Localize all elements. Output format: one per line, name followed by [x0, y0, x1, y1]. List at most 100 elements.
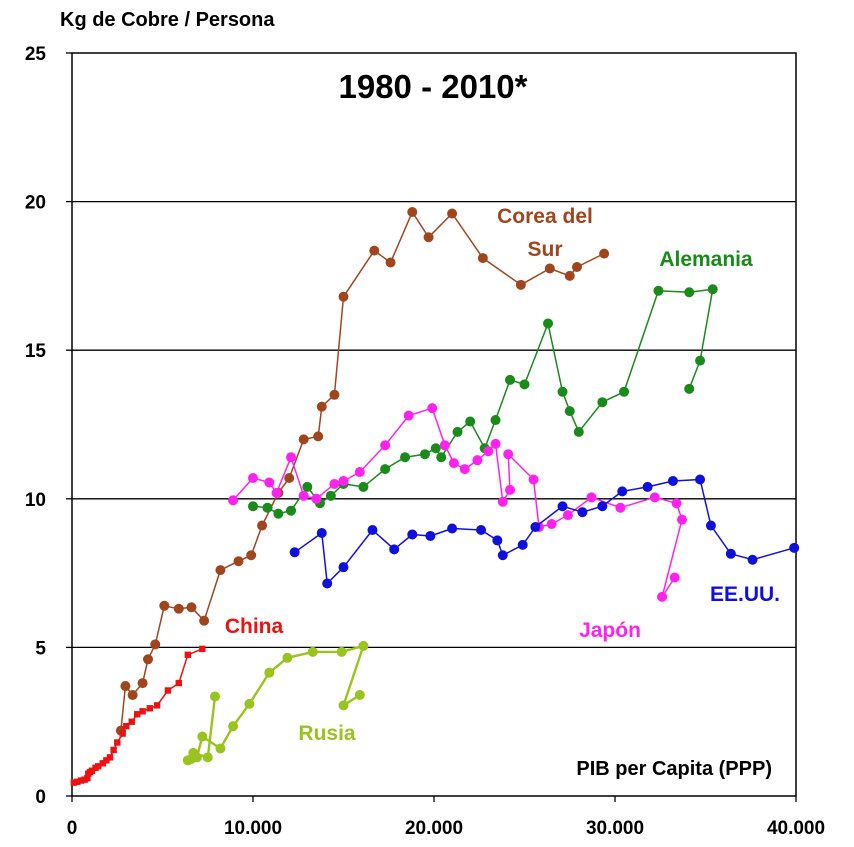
data-point-ee-uu: [725, 548, 736, 559]
data-point-ee-uu: [597, 501, 608, 512]
data-point-jap-n: [459, 464, 470, 475]
x-tick-label: 20.000: [405, 818, 463, 839]
data-point-china: [123, 722, 130, 730]
data-point-corea-del-sur: [316, 401, 327, 412]
data-point-china: [103, 757, 110, 764]
data-point-jap-n: [286, 452, 297, 463]
x-tick-label: 30.000: [586, 818, 644, 839]
series-label-china: China: [225, 615, 284, 638]
series-label-corea-del-sur: Corea del: [497, 205, 593, 228]
data-point-china: [77, 777, 85, 784]
data-point-alemania: [430, 443, 441, 454]
data-point-alemania: [302, 481, 313, 492]
x-tick-label: 0: [67, 818, 78, 839]
data-point-alemania: [436, 452, 447, 463]
series-line-corea-del-sur: [120, 211, 605, 731]
data-point-jap-n: [354, 467, 365, 478]
data-point-rusia: [191, 752, 202, 763]
data-point-china: [114, 739, 121, 746]
data-point-china: [106, 754, 114, 761]
data-point-jap-n: [490, 438, 501, 449]
chart-title: 1980 - 2010*: [339, 68, 528, 105]
data-point-alemania: [452, 426, 463, 437]
data-point-china: [133, 711, 141, 718]
series-label-jap-n: Japón: [579, 619, 641, 642]
data-point-china: [128, 718, 135, 725]
data-point-jap-n: [338, 475, 349, 486]
data-point-jap-n: [264, 477, 275, 488]
series-label-corea-del-sur: Sur: [527, 238, 562, 261]
data-point-corea-del-sur: [407, 207, 418, 218]
data-point-corea-del-sur: [233, 556, 244, 567]
data-point-corea-del-sur: [423, 232, 434, 243]
data-point-ee-uu: [667, 475, 678, 486]
data-point-jap-n: [505, 484, 516, 495]
data-point-corea-del-sur: [329, 389, 340, 400]
data-point-jap-n: [497, 496, 508, 507]
data-point-alemania: [619, 386, 630, 397]
data-point-china: [88, 767, 96, 774]
data-point-alemania: [707, 284, 718, 295]
y-tick-label: 20: [25, 193, 46, 214]
data-point-ee-uu: [476, 525, 487, 536]
data-point-ee-uu: [425, 530, 436, 541]
data-point-jap-n: [311, 493, 322, 504]
data-point-jap-n: [546, 519, 557, 530]
data-point-rusia: [215, 743, 226, 754]
data-point-jap-n: [228, 495, 239, 506]
y-axis-label: Kg de Cobre / Persona: [60, 9, 275, 31]
data-point-jap-n: [615, 502, 626, 513]
data-point-ee-uu: [557, 501, 568, 512]
data-point-corea-del-sur: [137, 678, 148, 689]
x-tick-label: 40.000: [767, 818, 825, 839]
data-point-china: [74, 778, 81, 785]
data-point-alemania: [505, 374, 516, 385]
y-tick-label: 0: [35, 787, 46, 808]
data-point-china: [164, 687, 172, 694]
data-point-rusia: [354, 689, 365, 700]
data-point-ee-uu: [322, 578, 333, 589]
data-point-jap-n: [439, 440, 450, 451]
y-tick-label: 5: [35, 638, 46, 659]
data-point-rusia: [338, 700, 349, 711]
data-point-alemania: [573, 426, 584, 437]
data-point-alemania: [695, 355, 706, 366]
data-point-corea-del-sur: [571, 261, 582, 272]
data-point-corea-del-sur: [120, 681, 131, 692]
data-point-alemania: [380, 464, 391, 475]
data-point-jap-n: [562, 510, 573, 521]
data-point-corea-del-sur: [173, 603, 184, 614]
series-label-rusia: Rusia: [298, 722, 356, 745]
data-point-corea-del-sur: [313, 431, 324, 442]
data-point-rusia: [282, 652, 293, 663]
data-point-ee-uu: [389, 544, 400, 555]
data-point-alemania: [490, 415, 501, 426]
data-point-corea-del-sur: [515, 279, 526, 290]
data-point-corea-del-sur: [564, 270, 575, 281]
data-point-corea-del-sur: [544, 263, 555, 274]
data-point-ee-uu: [617, 486, 628, 497]
data-point-ee-uu: [338, 562, 349, 573]
data-point-alemania: [653, 285, 664, 296]
data-point-corea-del-sur: [298, 434, 309, 445]
data-point-alemania: [419, 449, 430, 460]
data-point-ee-uu: [447, 523, 458, 534]
data-point-ee-uu: [517, 539, 528, 550]
data-point-jap-n: [448, 458, 459, 469]
data-point-ee-uu: [642, 481, 653, 492]
data-point-corea-del-sur: [369, 245, 380, 256]
data-point-jap-n: [503, 449, 514, 460]
data-point-corea-del-sur: [599, 248, 610, 259]
data-point-ee-uu: [316, 527, 327, 538]
data-point-alemania: [262, 502, 273, 513]
data-point-corea-del-sur: [199, 615, 210, 626]
data-point-corea-del-sur: [338, 291, 349, 302]
data-point-corea-del-sur: [257, 520, 268, 531]
data-point-china: [199, 645, 206, 653]
data-point-corea-del-sur: [127, 689, 138, 700]
data-point-china: [70, 779, 78, 786]
data-point-jap-n: [472, 455, 483, 466]
data-point-jap-n: [528, 474, 539, 485]
data-point-jap-n: [403, 410, 414, 421]
